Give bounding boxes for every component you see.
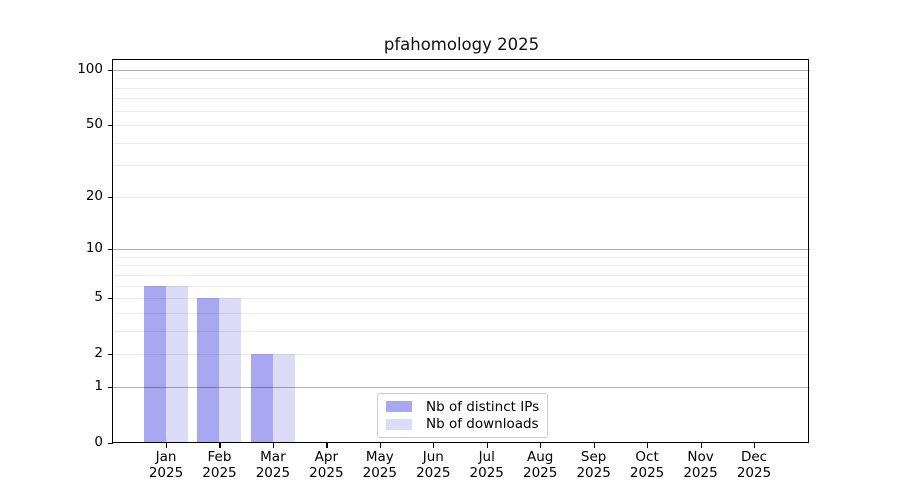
x-tick-year: 2025 (736, 464, 772, 481)
x-tick-mark (379, 443, 381, 448)
x-tick-year: 2025 (629, 464, 665, 481)
minor-gridline (113, 78, 810, 80)
chart-title: pfahomology 2025 (383, 35, 540, 54)
x-tick-month: Jul (478, 449, 495, 465)
x-tick-year: 2025 (522, 464, 558, 481)
y-tick-mark (108, 125, 113, 127)
y-tick-mark (108, 386, 113, 389)
legend-swatch-distinct-ips (386, 401, 412, 413)
legend-swatch-downloads (386, 418, 412, 430)
x-tick-label: May 2025 (353, 449, 407, 481)
y-tick-label: 5 (94, 289, 103, 306)
y-tick-mark (108, 249, 113, 251)
x-tick-label: Feb 2025 (192, 449, 246, 481)
legend: Nb of distinct IPs Nb of downloads (377, 393, 548, 438)
minor-gridline (113, 125, 810, 127)
x-tick-mark (219, 443, 221, 448)
x-tick-mark (540, 443, 542, 448)
x-tick-month: Nov (687, 449, 714, 465)
x-tick-label: Oct 2025 (620, 449, 674, 481)
x-tick-year: 2025 (469, 464, 504, 481)
x-tick-label: Jul 2025 (460, 449, 514, 481)
x-tick-label: Aug 2025 (513, 449, 567, 481)
x-tick-month: Jun (422, 449, 444, 465)
minor-gridline (113, 98, 810, 100)
y-tick-label: 10 (85, 240, 103, 257)
x-tick-label: Jan 2025 (139, 449, 193, 481)
x-tick-month: Apr (314, 449, 339, 465)
legend-row-distinct-ips: Nb of distinct IPs (386, 398, 539, 416)
bar-downloads (166, 285, 188, 443)
y-tick-label: 0 (94, 434, 103, 450)
y-tick-label: 2 (94, 345, 103, 362)
x-tick-mark (166, 443, 168, 448)
x-tick-year: 2025 (255, 464, 291, 481)
x-tick-mark (326, 443, 328, 448)
minor-gridline (113, 256, 810, 258)
x-tick-month: May (365, 449, 394, 465)
x-tick-month: Jan (155, 449, 177, 465)
x-tick-label: Sep 2025 (567, 449, 621, 481)
x-tick-month: Sep (580, 449, 607, 465)
y-tick-label: 100 (77, 61, 103, 77)
x-tick-year: 2025 (202, 464, 237, 481)
y-tick-mark (108, 298, 113, 300)
x-tick-month: Aug (526, 449, 554, 465)
minor-gridline (113, 285, 810, 287)
major-gridline (113, 70, 810, 71)
y-tick-mark (108, 70, 113, 72)
bar-distinct-ips (197, 298, 220, 443)
minor-gridline (113, 265, 810, 267)
minor-gridline (113, 110, 810, 112)
x-tick-label: Jun 2025 (406, 449, 460, 481)
bar-downloads (272, 354, 295, 443)
x-tick-month: Dec (740, 449, 768, 465)
x-tick-label: Nov 2025 (674, 449, 728, 481)
legend-label-downloads: Nb of downloads (426, 416, 539, 433)
legend-row-downloads: Nb of downloads (386, 416, 539, 434)
x-tick-label: Mar 2025 (246, 449, 300, 481)
x-tick-mark (754, 443, 756, 448)
y-tick-label: 1 (94, 377, 103, 394)
major-gridline (113, 249, 810, 251)
x-tick-month: Mar (260, 449, 286, 465)
x-tick-mark (700, 443, 702, 448)
x-tick-mark (647, 443, 649, 448)
x-tick-mark (486, 443, 488, 448)
bar-distinct-ips (144, 285, 166, 443)
bar-downloads (219, 298, 242, 443)
x-tick-year: 2025 (576, 464, 611, 481)
y-tick-mark (108, 196, 113, 199)
x-tick-mark (272, 443, 275, 448)
x-tick-year: 2025 (683, 464, 718, 481)
legend-label-distinct-ips: Nb of distinct IPs (426, 398, 540, 415)
bar-distinct-ips (250, 354, 273, 443)
x-tick-month: Feb (207, 449, 232, 465)
x-tick-label: Dec 2025 (727, 449, 781, 481)
minor-gridline (113, 165, 810, 167)
x-tick-year: 2025 (362, 464, 397, 481)
x-tick-mark (433, 443, 435, 448)
x-tick-mark (593, 443, 595, 448)
y-tick-label: 20 (85, 187, 103, 204)
x-tick-label: Apr 2025 (299, 449, 353, 481)
minor-gridline (113, 142, 810, 144)
minor-gridline (113, 87, 810, 89)
minor-gridline (113, 196, 810, 198)
x-tick-year: 2025 (148, 464, 184, 481)
y-tick-mark (108, 443, 113, 445)
y-tick-label: 50 (85, 116, 103, 133)
x-tick-month: Oct (635, 449, 659, 465)
x-tick-year: 2025 (309, 464, 344, 481)
y-tick-mark (108, 354, 113, 356)
x-tick-year: 2025 (416, 464, 451, 481)
minor-gridline (113, 274, 810, 276)
